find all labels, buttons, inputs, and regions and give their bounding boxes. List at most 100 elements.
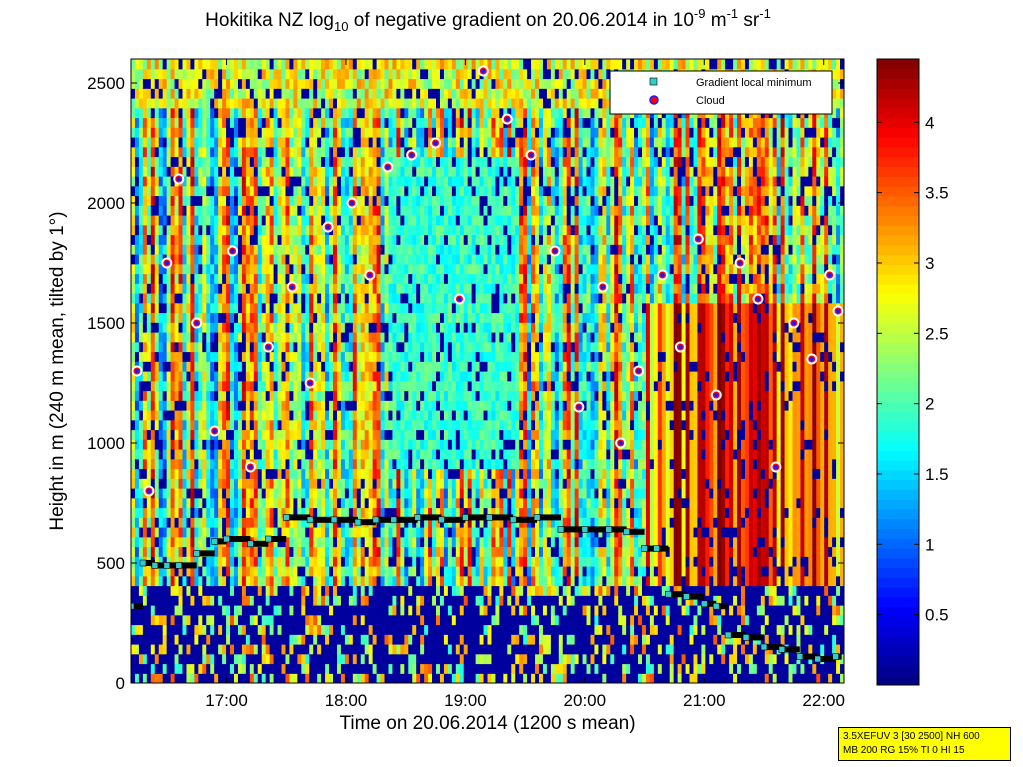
heatmap-cell [293, 215, 298, 226]
heatmap-cell [325, 644, 330, 655]
heatmap-cell [214, 78, 219, 89]
heatmap-cell [202, 234, 207, 245]
heatmap-cell [154, 351, 160, 362]
heatmap-cell [400, 380, 405, 392]
heatmap-cell [206, 527, 211, 538]
heatmap-cell [400, 458, 405, 470]
heatmap-cell [222, 195, 227, 206]
heatmap-cell [313, 205, 318, 216]
heatmap-cell [281, 419, 287, 431]
heatmap-cell [297, 224, 302, 236]
heatmap-cell [190, 185, 195, 197]
heatmap-cell [249, 205, 255, 216]
heatmap-cell [131, 429, 136, 440]
heatmap-cell [206, 254, 211, 265]
heatmap-cell [432, 605, 437, 616]
heatmap-cell [190, 312, 195, 323]
heatmap-cell [245, 478, 251, 489]
heatmap-cell [166, 663, 172, 674]
heatmap-cell [305, 449, 310, 460]
heatmap-cell [400, 488, 405, 499]
heatmap-cell [226, 595, 231, 606]
heatmap-cell [158, 527, 164, 538]
heatmap-cell [289, 556, 294, 567]
heatmap-cell [138, 78, 144, 89]
heatmap-cell [368, 361, 374, 372]
heatmap-cell [352, 449, 358, 460]
heatmap-cell [360, 312, 366, 323]
heatmap-cell [321, 634, 326, 645]
heatmap-cell [186, 351, 192, 362]
heatmap-cell [142, 575, 148, 587]
heatmap-cell [325, 156, 330, 167]
heatmap-cell [166, 458, 172, 470]
heatmap-cell [305, 322, 310, 333]
heatmap-cell [166, 546, 172, 557]
heatmap-cell [186, 302, 192, 314]
heatmap-cell [257, 497, 263, 509]
heatmap-cell [281, 556, 287, 567]
heatmap-cell [321, 322, 326, 333]
heatmap-cell [253, 176, 259, 187]
heatmap-cell [265, 673, 271, 683]
heatmap-cell [206, 439, 211, 450]
heatmap-cell [352, 146, 358, 158]
heatmap-cell [388, 527, 394, 538]
heatmap-cell [222, 351, 227, 362]
heatmap-cell [408, 283, 413, 294]
heatmap-cell [392, 634, 397, 645]
heatmap-cell [241, 556, 247, 567]
heatmap-cell [404, 224, 409, 236]
heatmap-cell [388, 653, 394, 665]
heatmap-cell [352, 59, 358, 70]
heatmap-cell [384, 390, 390, 401]
heatmap-cell [269, 332, 275, 343]
heatmap-cell [230, 410, 235, 421]
heatmap-cell [186, 127, 192, 138]
heatmap-cell [424, 556, 429, 567]
heatmap-cell [301, 88, 306, 99]
heatmap-cell [380, 215, 386, 226]
heatmap-cell [162, 546, 168, 557]
heatmap-cell [154, 419, 160, 431]
heatmap-cell [257, 302, 263, 314]
heatmap-cell [281, 400, 287, 411]
heatmap-cell [376, 536, 382, 548]
heatmap-cell [210, 78, 215, 89]
heatmap-cell [218, 507, 223, 518]
heatmap-cell [380, 78, 386, 89]
heatmap-cell [138, 98, 144, 109]
heatmap-cell [186, 234, 192, 245]
heatmap-cell [202, 605, 207, 616]
heatmap-cell [281, 283, 287, 294]
heatmap-cell [150, 458, 156, 470]
heatmap-cell [249, 390, 255, 401]
heatmap-cell [269, 117, 275, 128]
heatmap-cell [368, 166, 374, 177]
heatmap-cell [356, 78, 362, 89]
heatmap-cell [400, 234, 405, 245]
heatmap-cell [233, 497, 239, 509]
heatmap-cell [400, 59, 405, 70]
heatmap-cell [368, 634, 374, 645]
heatmap-cell [269, 517, 275, 528]
heatmap-cell [249, 185, 255, 197]
heatmap-cell [233, 429, 239, 440]
heatmap-cell [214, 507, 219, 518]
heatmap-cell [241, 137, 247, 148]
heatmap-cell [333, 156, 338, 167]
heatmap-cell [321, 673, 326, 683]
heatmap-cell [352, 585, 358, 596]
heatmap-cell [237, 419, 243, 431]
heatmap-cell [198, 341, 203, 353]
heatmap-cell [360, 302, 366, 314]
heatmap-cell [432, 663, 437, 674]
heatmap-cell [190, 614, 195, 626]
heatmap-cell [348, 341, 354, 353]
heatmap-cell [166, 361, 172, 372]
heatmap-cell [206, 156, 211, 167]
heatmap-cell [253, 302, 259, 314]
heatmap-cell [317, 400, 322, 411]
heatmap-cell [420, 117, 425, 128]
heatmap-cell [174, 78, 180, 89]
